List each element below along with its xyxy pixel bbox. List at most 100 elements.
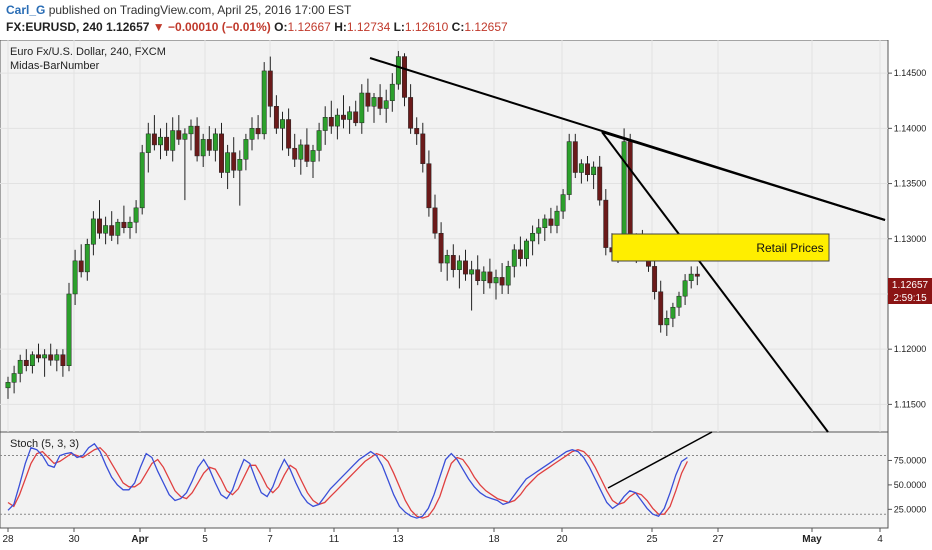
stoch-lines [7, 442, 688, 519]
author-name[interactable]: Carl_G [6, 3, 46, 17]
price-axis: 1.145001.140001.135001.130001.125001.120… [888, 68, 926, 409]
candle-body [48, 354, 54, 361]
price-chart[interactable]: Retail Prices 1.14500 1.14000 1.13500 1.130… [0, 40, 932, 550]
time-tick-label: May [802, 534, 822, 545]
symbol-label: FX:EURUSD, 240 [6, 20, 103, 34]
candle-body [66, 293, 72, 366]
candle-body [688, 273, 694, 281]
candle-body [664, 318, 670, 326]
candle-body [566, 141, 572, 195]
time-tick-label: 30 [68, 534, 80, 545]
candle-body [42, 354, 48, 359]
candle-body [158, 136, 163, 146]
candle-body [322, 117, 328, 131]
price-tick-label: 1.11500 [894, 399, 926, 409]
candle-body [487, 271, 493, 284]
stoch-k-line [7, 442, 688, 519]
stoch-divergence-line[interactable] [607, 431, 713, 489]
candle-body [463, 260, 468, 275]
candle-body [164, 136, 170, 151]
candle-body [243, 139, 249, 160]
candle-body [530, 232, 536, 242]
retail-prices-box[interactable] [611, 233, 830, 262]
candle-body [548, 218, 554, 226]
last-price: 1.12657 [106, 20, 150, 34]
candle-body [133, 207, 139, 223]
candle-body [438, 232, 444, 264]
time-axis: 28 30 Apr 5 7 11 13 18 20 25 27 May 4 [2, 528, 883, 545]
candle-body [249, 128, 255, 140]
time-tick-label: Apr [131, 534, 148, 545]
candle-body [261, 70, 267, 135]
candle-body [341, 114, 346, 120]
candle-body [255, 128, 261, 135]
trendline-steep[interactable] [601, 131, 829, 433]
candle-body [597, 166, 603, 201]
close-value: 1.12657 [464, 20, 508, 34]
candle-body [420, 133, 426, 164]
candle-body [11, 373, 17, 383]
price-tick-label: 1.14000 [894, 123, 927, 133]
candle-body [121, 221, 127, 228]
candle-body [36, 354, 41, 359]
candle-body [676, 295, 682, 308]
price-tick-label: 1.14500 [894, 68, 927, 78]
candle-body [17, 359, 23, 374]
candle-body [72, 260, 78, 295]
candle-body [219, 133, 224, 173]
stoch-label: Stoch (5, 3, 3) [10, 438, 80, 450]
stoch-tick-label: 75.0000 [894, 455, 927, 465]
candle-body [310, 150, 316, 162]
candle-body [194, 125, 200, 157]
candle-body [670, 306, 676, 319]
candles [5, 51, 700, 399]
price-tick-label: 1.12000 [894, 344, 927, 354]
candle-body [292, 147, 298, 160]
candle-body [517, 249, 523, 259]
candle-body [151, 133, 157, 146]
candle-body [334, 114, 340, 127]
instrument-title: Euro Fx/U.S. Dollar, 240, FXCM [10, 46, 166, 58]
candle-body [395, 56, 401, 85]
candle-body [304, 144, 310, 162]
candle-body [572, 141, 578, 173]
time-tick-label: 18 [488, 534, 500, 545]
candle-body [78, 260, 84, 273]
trend-drawings: Retail Prices [369, 57, 886, 489]
time-tick-label: 5 [202, 534, 208, 545]
candle-body [554, 210, 560, 226]
candle-body [408, 97, 414, 129]
stoch-axis: 75.0000 50.0000 25.0000 [888, 455, 926, 514]
candle-body [371, 97, 377, 107]
candle-body [450, 255, 456, 270]
candle-body [23, 359, 29, 366]
candle-body [578, 163, 584, 173]
stoch-tick-label: 50.0000 [894, 480, 927, 490]
time-tick-label: 20 [556, 534, 568, 545]
trendline-middle[interactable] [601, 131, 886, 221]
candle-body [286, 119, 292, 149]
price-tick-label: 1.13000 [894, 234, 927, 244]
candle-body [206, 139, 212, 151]
candle-body [585, 163, 590, 175]
open-label: O: [274, 20, 288, 34]
candle-body [389, 83, 395, 101]
published-text: published on TradingView.com, April 25, … [48, 3, 352, 17]
candle-body [383, 100, 389, 109]
candle-body [273, 106, 279, 129]
candle-body [481, 271, 487, 281]
candle-body [182, 133, 188, 140]
candle-body [225, 152, 231, 173]
stoch-tick-label: 25.0000 [894, 504, 927, 514]
low-label: L: [393, 20, 405, 34]
candle-body [5, 382, 11, 389]
candle-body [499, 277, 505, 286]
candle-body [90, 218, 96, 245]
candle-body [109, 225, 115, 236]
grid-lines [0, 40, 888, 432]
candle-body [231, 152, 237, 171]
candle-body [621, 141, 627, 248]
open-value: 1.12667 [287, 20, 331, 34]
ohlc-line: FX:EURUSD, 240 1.12657 ▼ −0.00010 (−0.01… [6, 20, 508, 34]
indicator-name: Midas-BarNumber [10, 60, 100, 72]
